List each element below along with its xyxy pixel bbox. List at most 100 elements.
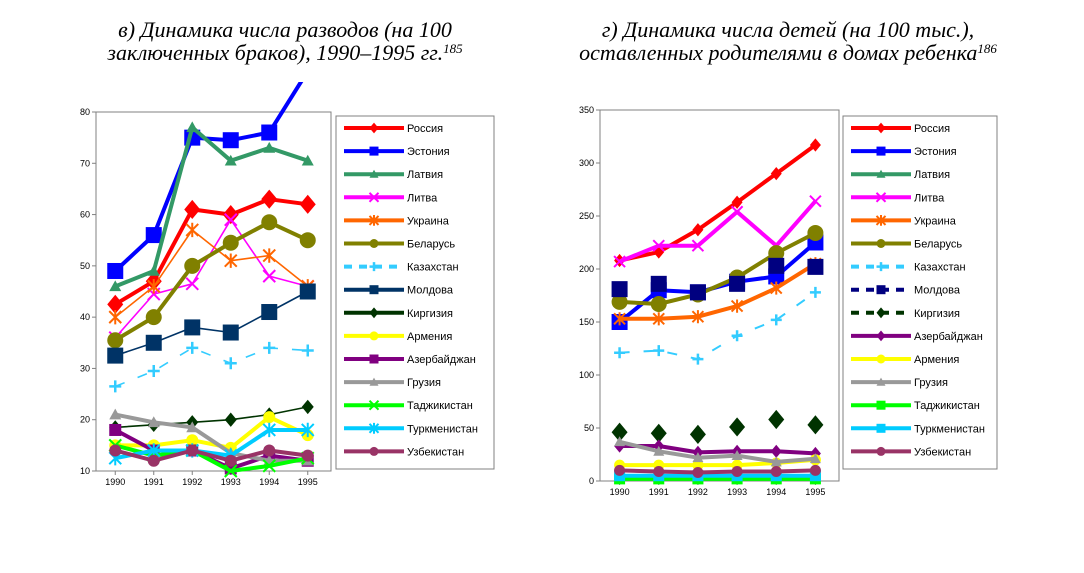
divorce-data-point (222, 132, 239, 149)
children-legend-marker (876, 377, 886, 386)
children-data-point (770, 167, 782, 181)
children-data-point (809, 464, 821, 476)
divorce-data-point (222, 324, 239, 341)
divorce-legend-marker (369, 307, 379, 319)
children-data-point (613, 312, 626, 326)
children-data-point (730, 205, 744, 218)
divorce-legend-marker (369, 285, 379, 295)
divorce-legend-label: Россия (407, 123, 443, 135)
children-data-point (611, 281, 628, 298)
divorce-legend-marker (369, 331, 379, 341)
children-x-tick-label: 1995 (805, 487, 825, 497)
divorce-data-point (299, 194, 316, 214)
children-data-point (809, 286, 821, 298)
divorce-data-point (261, 124, 278, 141)
divorce-y-tick-label: 70 (80, 158, 90, 168)
children-x-tick-label: 1990 (610, 487, 630, 497)
divorce-series-line (114, 443, 309, 473)
divorce-series-line (114, 448, 309, 463)
children-data-point (729, 417, 746, 437)
divorce-data-point (263, 341, 276, 354)
divorce-series-line (114, 428, 308, 461)
divorce-data-point (262, 422, 276, 438)
divorce-data-point (224, 464, 238, 478)
divorce-x-tick-label: 1993 (221, 477, 241, 487)
divorce-legend-marker (369, 239, 379, 248)
divorce-data-point (299, 232, 316, 249)
children-data-point (653, 345, 665, 357)
children-data-point (731, 330, 743, 342)
divorce-series-group (107, 63, 316, 478)
divorce-data-point (186, 121, 199, 133)
children-data-point (689, 424, 706, 444)
children-data-point (611, 422, 628, 442)
divorce-data-point (107, 332, 124, 349)
divorce-legend-marker (369, 377, 379, 386)
divorce-data-point (301, 422, 315, 438)
divorce-data-point (107, 294, 124, 314)
children-y-tick-label: 50 (584, 423, 594, 433)
divorce-series-line (115, 347, 308, 388)
divorce-y-tick-label: 60 (80, 210, 90, 220)
children-y-tick-label: 300 (579, 158, 594, 168)
children-data-point (653, 445, 665, 456)
divorce-x-tick-label: 1991 (144, 477, 164, 487)
divorce-legend-label: Латвия (407, 169, 443, 181)
divorce-data-point (262, 269, 276, 283)
divorce-data-point (261, 304, 278, 321)
children-data-point (614, 464, 626, 476)
divorce-legend-marker (369, 169, 379, 178)
divorce-data-point (261, 214, 278, 231)
divorce-chart: 10 20 30 40 50 60 70 80 1990 1991 1992 1993 1994 1995… (80, 63, 495, 487)
children-legend-label: Таджикистан (914, 400, 980, 412)
children-series-line (619, 291, 816, 361)
divorce-data-point (301, 154, 314, 166)
divorce-series-line (114, 220, 309, 342)
divorce-data-point (145, 227, 162, 244)
children-legend-marker (876, 307, 886, 319)
children-legend-label: Киргизия (914, 308, 960, 320)
children-data-point (807, 258, 824, 275)
children-legend-marker (876, 400, 886, 410)
children-series-line (618, 199, 817, 264)
children-chart-title: г) Динамика числа детей (на 100 тыс.), о… (548, 18, 1028, 64)
children-data-point (689, 284, 706, 301)
divorce-chart-title-line2-wrap: заключенных браков), 1990–1995 гг.185 (45, 41, 525, 64)
children-data-point (770, 465, 782, 477)
divorce-legend-marker (368, 422, 380, 434)
divorce-legend-label: Эстония (407, 146, 450, 158)
children-x-tick-label: 1991 (649, 487, 669, 497)
divorce-chart-title-line1: в) Динамика числа разводов (на 100 (118, 17, 452, 42)
children-legend-marker (875, 215, 887, 226)
children-data-point (691, 310, 705, 324)
children-x-tick-label: 1992 (688, 487, 708, 497)
children-data-point (770, 456, 782, 467)
children-legend-label: Грузия (914, 377, 948, 389)
divorce-data-point (262, 248, 276, 263)
children-data-point (731, 195, 743, 209)
children-y-tick-label: 0 (589, 476, 594, 486)
divorce-data-point (301, 344, 314, 357)
children-series-line (619, 262, 817, 321)
children-legend-label: Украина (914, 215, 957, 227)
children-data-point (807, 415, 824, 435)
divorce-legend-marker (368, 399, 380, 411)
divorce-series-line (115, 406, 308, 429)
children-data-point (691, 239, 705, 252)
divorce-data-point (301, 399, 314, 415)
children-legend-label: Азербайджан (914, 331, 983, 343)
divorce-chart-footnote: 185 (443, 41, 463, 56)
divorce-data-point (300, 63, 316, 79)
divorce-data-point (262, 459, 276, 473)
divorce-data-point (224, 154, 237, 166)
children-legend-label: Беларусь (914, 239, 962, 251)
divorce-data-point (109, 380, 122, 393)
children-legend-marker (876, 446, 886, 456)
children-data-point (650, 295, 667, 312)
children-legend-marker (876, 354, 886, 364)
divorce-data-point (224, 212, 238, 227)
divorce-data-point (224, 357, 237, 370)
children-data-point (809, 453, 821, 464)
children-data-point (611, 293, 628, 310)
